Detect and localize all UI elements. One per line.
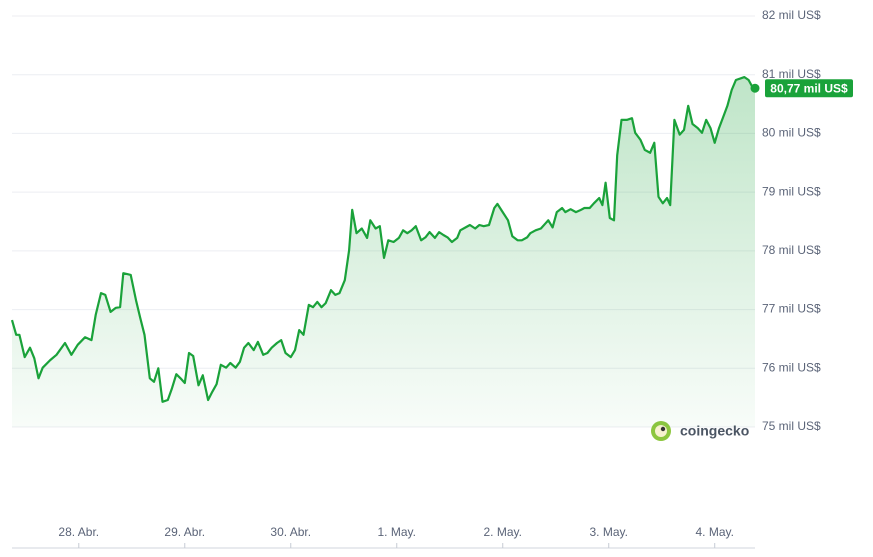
area xyxy=(12,77,755,427)
x-tick-label: 4. May. xyxy=(695,525,733,539)
y-tick-label: 79 mil US$ xyxy=(762,184,821,198)
x-tick-label: 1. May. xyxy=(378,525,416,539)
y-tick-label: 75 mil US$ xyxy=(762,419,821,433)
x-tick-label: 2. May. xyxy=(484,525,522,539)
price-label: 80,77 mil US$ xyxy=(770,81,848,95)
price-badge xyxy=(765,79,853,98)
current-dot xyxy=(750,83,760,93)
x-tick-label: 29. Abr. xyxy=(164,525,205,539)
x-tick-label: 30. Abr. xyxy=(270,525,311,539)
y-tick-label: 77 mil US$ xyxy=(762,302,821,316)
x-tick-label: 28. Abr. xyxy=(58,525,99,539)
x-tick-label: 3. May. xyxy=(589,525,627,539)
y-tick-label: 82 mil US$ xyxy=(762,8,821,22)
y-tick-label: 80 mil US$ xyxy=(762,126,821,140)
y-tick-label: 76 mil US$ xyxy=(762,360,821,374)
y-tick-label: 78 mil US$ xyxy=(762,243,821,257)
y-tick-label: 81 mil US$ xyxy=(762,67,821,81)
line xyxy=(10,76,756,403)
